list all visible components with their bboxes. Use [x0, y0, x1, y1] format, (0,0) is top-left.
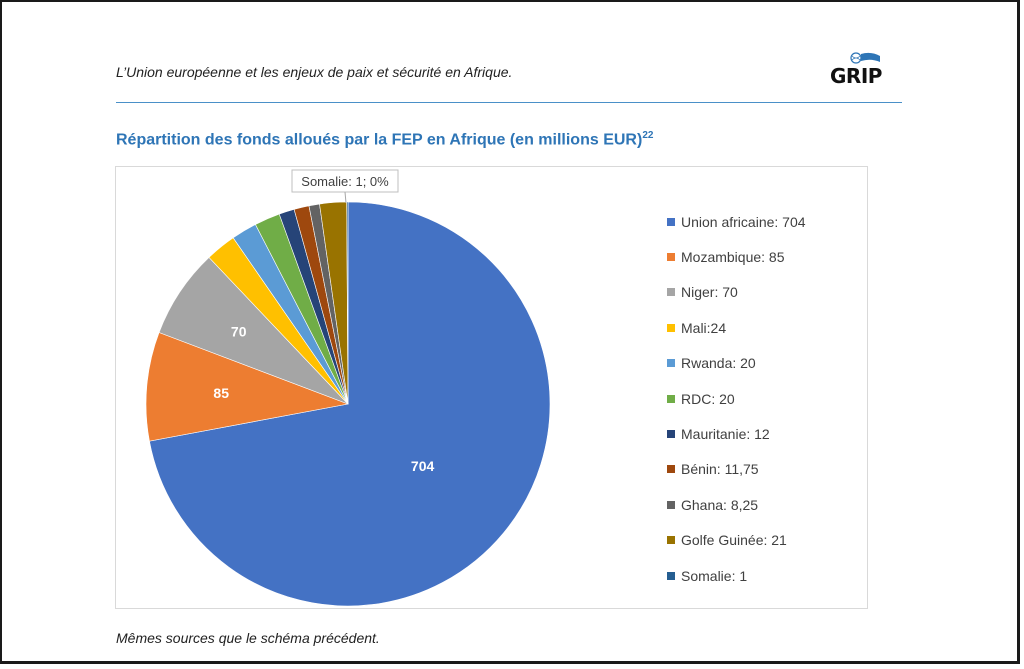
legend-item-mali: Mali:24 — [667, 310, 806, 345]
data-label-union-africaine: 704 — [411, 458, 435, 474]
globe-flag-icon — [850, 52, 880, 64]
legend-swatch — [667, 430, 675, 439]
legend-item-golfe-guin-e: Golfe Guinée: 21 — [667, 523, 806, 558]
legend-item-mauritanie: Mauritanie: 12 — [667, 416, 806, 451]
chart-legend: Union africaine: 704 Mozambique: 85 Niger:… — [667, 204, 806, 593]
legend-label: Niger: 70 — [681, 284, 738, 301]
grip-logo: GRIP — [828, 52, 888, 88]
chart-area — [115, 166, 868, 609]
legend-label: Mozambique: 85 — [681, 249, 785, 266]
legend-label: RDC: 20 — [681, 390, 735, 407]
legend-swatch — [667, 465, 675, 474]
legend-label: Mali:24 — [681, 319, 727, 336]
legend-label: Mauritanie: 12 — [681, 426, 770, 443]
legend-item-somalie: Somalie: 1 — [667, 558, 806, 593]
legend-item-rwanda: Rwanda: 20 — [667, 346, 806, 381]
logo-text: GRIP — [830, 64, 882, 88]
legend-label: Ghana: 8,25 — [681, 496, 759, 513]
header-divider — [116, 102, 902, 103]
legend-item-rdc: RDC: 20 — [667, 381, 806, 416]
legend-label: Golfe Guinée: 21 — [681, 532, 787, 549]
legend-swatch — [667, 288, 675, 297]
legend-item-niger: Niger: 70 — [667, 275, 806, 310]
pie-slice-somalie — [346, 201, 349, 405]
document-header: L’Union européenne et les enjeux de paix… — [116, 64, 513, 80]
legend-swatch — [667, 394, 675, 403]
legend-item-union-africaine: Union africaine: 704 — [667, 204, 806, 239]
legend-item-ghana: Ghana: 8,25 — [667, 487, 806, 522]
legend-item-mozambique: Mozambique: 85 — [667, 239, 806, 274]
data-label-mozambique: 85 — [213, 385, 229, 401]
chart-title-text: Répartition des fonds alloués par la FEP… — [116, 131, 643, 149]
legend-label: Union africaine: 704 — [681, 213, 806, 230]
legend-swatch — [667, 571, 675, 580]
legend-item-b-nin: Bénin: 11,75 — [667, 452, 806, 487]
legend-label: Somalie: 1 — [681, 567, 748, 584]
legend-swatch — [667, 217, 675, 226]
legend-swatch — [667, 323, 675, 332]
legend-swatch — [667, 359, 675, 368]
source-note: Mêmes sources que le schéma précédent. — [116, 630, 380, 646]
data-label-niger: 70 — [231, 323, 247, 339]
legend-label: Bénin: 11,75 — [681, 461, 759, 478]
footnote-ref: 22 — [642, 130, 654, 141]
chart-title: Répartition des fonds alloués par la FEP… — [116, 130, 653, 149]
pie-slice-mozambique — [145, 332, 350, 442]
legend-swatch — [667, 536, 675, 545]
legend-label: Rwanda: 20 — [681, 355, 756, 372]
callout-text: Somalie: 1; 0% — [301, 174, 389, 189]
callout-label-somalie: Somalie: 1; 0% — [291, 169, 399, 204]
callout-leader-line — [344, 191, 347, 204]
legend-swatch — [667, 500, 675, 509]
legend-swatch — [667, 253, 675, 262]
pie-slice-union-africaine — [149, 201, 551, 607]
